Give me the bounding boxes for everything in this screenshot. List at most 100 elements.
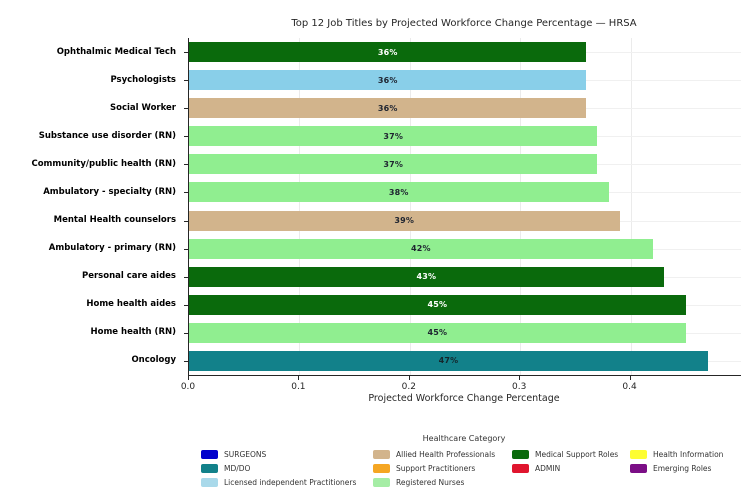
y-tick-label: Community/public health (RN) (31, 158, 176, 169)
y-tick-label: Oncology (131, 355, 176, 366)
vertical-gridline (520, 38, 522, 375)
y-tick-mark (184, 360, 188, 362)
legend-swatch (512, 463, 529, 473)
legend-entry: Support Practitioners (373, 462, 475, 474)
bar-value-label: 36% (377, 75, 398, 85)
legend-entry: Registered Nurses (373, 476, 464, 488)
legend-entry-label: Health Information (653, 449, 724, 459)
y-tick-label: Ambulatory - specialty (RN) (43, 186, 176, 197)
bar: 36% (189, 70, 587, 91)
y-tick-label: Psychologists (110, 74, 176, 85)
bar: 36% (189, 98, 587, 119)
y-tick-mark (184, 136, 188, 138)
legend-swatch (512, 449, 529, 459)
y-tick-mark (184, 220, 188, 222)
legend-entry-label: Registered Nurses (396, 477, 465, 487)
vertical-gridline (409, 38, 411, 375)
chart-title: Top 12 Job Titles by Projected Workforce… (291, 18, 637, 29)
bar-value-label: 45% (427, 328, 448, 338)
plot-area: 36% 36% 36% 37% 37% 38% 39% 42% 43% 45% 45% 47% (188, 38, 741, 376)
legend-entry: Allied Health Professionals (373, 448, 495, 460)
bar: 37% (189, 154, 598, 175)
y-tick-label: Social Worker (109, 102, 176, 113)
bar: 36% (189, 42, 587, 63)
bar-value-label: 47% (438, 356, 459, 366)
y-tick-mark (184, 52, 188, 54)
x-tick-label: 0.2 (401, 382, 416, 392)
bar-value-label: 45% (427, 300, 448, 310)
bar: 42% (189, 238, 653, 259)
bar: 45% (189, 294, 686, 315)
y-tick-mark (184, 164, 188, 166)
bar-value-label: 36% (377, 47, 398, 57)
legend-entry: Emerging Roles (630, 462, 711, 474)
y-tick-label: Ophthalmic Medical Tech (56, 46, 176, 57)
y-tick-label: Personal care aides (82, 271, 176, 282)
legend-entry: MD/DO (201, 462, 250, 474)
legend-swatch (373, 449, 390, 459)
bar: 43% (189, 266, 664, 287)
x-tick-label: 0.0 (180, 382, 196, 392)
legend-entry: ADMIN (512, 462, 560, 474)
y-tick-label: Ambulatory - primary (RN) (48, 243, 176, 254)
y-tick-mark (184, 108, 188, 110)
x-tick-mark (408, 376, 410, 380)
bar-value-label: 37% (383, 131, 404, 141)
legend-swatch (630, 449, 647, 459)
y-axis-ticks (184, 38, 188, 375)
legend-entry-label: ADMIN (535, 463, 561, 473)
legend-entry-label: Licensed independent Practitioners (224, 477, 357, 487)
y-tick-label: Substance use disorder (RN) (38, 130, 176, 141)
y-tick-mark (184, 276, 188, 278)
legend-swatch (630, 463, 647, 473)
x-tick-mark (298, 376, 300, 380)
y-tick-label: Home health (RN) (90, 327, 176, 338)
bar-value-label: 37% (383, 159, 404, 169)
legend-entry-label: Support Practitioners (396, 463, 476, 473)
bar-value-label: 42% (410, 244, 431, 254)
y-tick-mark (184, 192, 188, 194)
legend-entry-label: Allied Health Professionals (396, 449, 496, 459)
y-tick-mark (184, 80, 188, 82)
bar: 47% (189, 350, 708, 371)
legend-swatch (201, 449, 218, 459)
legend-entry-label: SURGEONS (224, 449, 267, 459)
bar-value-label: 43% (416, 272, 437, 282)
bar-value-label: 36% (377, 103, 398, 113)
y-tick-mark (184, 248, 188, 250)
legend-entry: SURGEONS (201, 448, 266, 460)
x-axis-label: Projected Workforce Change Percentage (368, 393, 560, 404)
legend-entry: Health Information (630, 448, 723, 460)
legend-swatch (201, 463, 218, 473)
bar-value-label: 38% (388, 187, 409, 197)
bar-value-label: 39% (394, 216, 415, 226)
x-tick-label: 0.4 (622, 382, 637, 392)
x-axis: 0.0 0.1 0.2 0.3 0.4 (181, 375, 740, 401)
vertical-gridline (299, 38, 301, 375)
legend-swatch (201, 477, 218, 487)
vertical-gridline (630, 38, 632, 375)
y-tick-mark (184, 332, 188, 334)
bar: 38% (189, 182, 609, 203)
legend-entry-label: Medical Support Roles (535, 449, 619, 459)
bar: 39% (189, 210, 620, 231)
y-tick-label: Home health aides (86, 299, 176, 310)
legend-entry-label: MD/DO (224, 463, 251, 473)
legend-entry: Medical Support Roles (512, 448, 618, 460)
y-axis-labels: Ophthalmic Medical Tech Psychologists Soci… (0, 38, 183, 375)
legend-entry-label: Emerging Roles (653, 463, 712, 473)
legend-swatch (373, 463, 390, 473)
legend-title: Healthcare Category (422, 434, 506, 443)
x-tick-label: 0.1 (291, 382, 306, 392)
x-tick-label: 0.3 (512, 382, 527, 392)
bar: 45% (189, 322, 686, 343)
x-tick-mark (629, 376, 631, 380)
y-tick-mark (184, 304, 188, 306)
legend-entry: Licensed independent Practitioners (201, 476, 356, 488)
x-tick-mark (519, 376, 521, 380)
x-tick-mark (188, 376, 189, 380)
bar: 37% (189, 126, 598, 147)
y-tick-label: Mental Health counselors (53, 215, 176, 226)
legend-swatch (373, 477, 390, 487)
